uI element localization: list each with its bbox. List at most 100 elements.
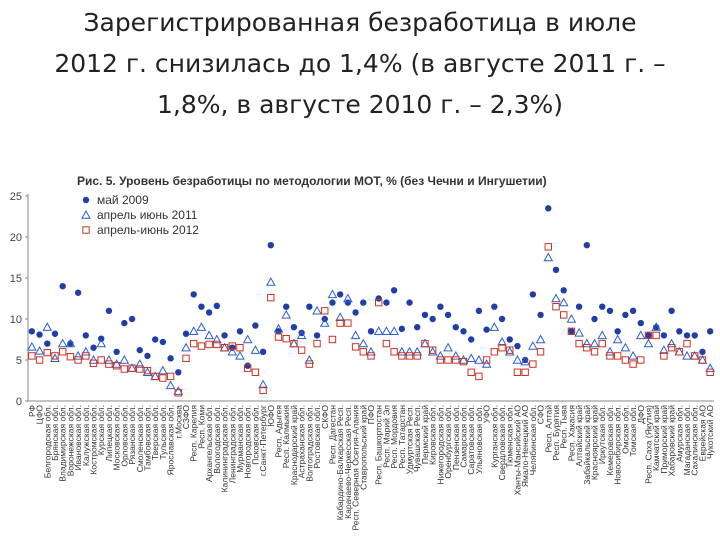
data-point <box>429 315 436 323</box>
data-point <box>545 205 552 212</box>
data-point <box>390 287 398 294</box>
x-tick-label: Владимирская обл. <box>58 405 68 482</box>
data-point <box>543 252 554 262</box>
data-point <box>335 312 346 322</box>
data-point <box>350 330 361 340</box>
data-point <box>204 330 214 340</box>
x-tick-label: Кировская обл. <box>428 405 438 465</box>
x-tick-label: Орловская обл. <box>119 405 129 467</box>
data-point <box>105 307 113 314</box>
data-point <box>466 353 477 363</box>
data-point <box>558 297 569 307</box>
x-tick-label: Курская обл. <box>96 405 106 455</box>
x-tick-label: Респ. Адыгея <box>274 405 284 458</box>
x-tick-label: Московская обл. <box>112 405 122 471</box>
x-tick-label: Волгоградская обл. <box>304 405 314 482</box>
x-tick-label: Брянская обл. <box>50 405 60 461</box>
series-3 <box>28 243 714 397</box>
data-point <box>28 328 36 335</box>
data-point <box>57 338 68 348</box>
x-tick-label: Красноярский край <box>590 405 600 480</box>
data-point <box>389 326 399 335</box>
data-point <box>290 324 298 331</box>
data-point <box>128 315 136 323</box>
x-tick-label: УФО <box>482 405 492 424</box>
data-point <box>275 328 282 335</box>
data-point <box>367 352 375 360</box>
x-tick-label: Респ. Дагестан <box>327 405 337 464</box>
data-point <box>174 389 183 397</box>
data-point <box>250 345 261 354</box>
data-point <box>74 289 82 296</box>
data-point <box>421 311 429 319</box>
data-point <box>58 348 67 356</box>
x-tick-label: Ярославская обл. <box>166 405 176 475</box>
data-point <box>528 341 538 350</box>
data-point <box>628 350 638 360</box>
data-point <box>521 356 529 364</box>
data-point <box>167 355 174 362</box>
data-point <box>435 350 446 360</box>
data-point <box>667 344 676 352</box>
data-point <box>427 346 438 356</box>
y-tick-label: 10 <box>10 314 22 326</box>
data-point <box>113 348 120 355</box>
data-point <box>375 295 382 302</box>
data-point <box>96 338 107 348</box>
data-point <box>144 352 151 360</box>
x-tick-label: Ивановская обл. <box>73 405 83 470</box>
series-1 <box>28 205 714 376</box>
x-tick-label: Иркутская обл. <box>597 405 607 464</box>
data-point <box>652 331 660 340</box>
data-point <box>552 303 560 311</box>
y-tick-label: 5 <box>16 355 22 367</box>
data-point <box>182 354 190 363</box>
legend-marker <box>82 196 90 204</box>
data-point <box>159 338 167 346</box>
data-point <box>705 363 715 372</box>
data-point <box>405 352 414 360</box>
data-point <box>128 364 136 372</box>
data-point <box>683 339 691 348</box>
data-point <box>243 364 252 372</box>
legend-label: апрель-июнь 2012 <box>97 223 199 237</box>
x-tick-label: Костромская обл. <box>89 405 99 475</box>
data-point <box>82 332 90 339</box>
data-point <box>121 319 128 327</box>
data-point <box>666 338 677 348</box>
legend-marker <box>82 226 90 234</box>
data-point <box>166 372 175 381</box>
data-point <box>190 291 197 298</box>
data-point <box>660 332 668 339</box>
data-point <box>273 323 284 333</box>
x-tick-label: Саратовская обл. <box>466 405 476 475</box>
x-tick-label: Псковская обл. <box>250 405 260 465</box>
data-point <box>313 339 321 348</box>
x-tick-label: Пензенская обл. <box>451 405 461 470</box>
data-point <box>159 374 167 382</box>
data-point <box>251 368 260 377</box>
data-point <box>66 353 75 361</box>
x-tick-label: ПФО <box>366 405 376 425</box>
x-tick-label: Калужская обл. <box>81 405 91 466</box>
data-point <box>483 326 490 333</box>
x-tick-label: Чувашская Респ. <box>412 405 422 472</box>
x-tick-label: РФ <box>27 405 37 417</box>
data-point <box>567 327 576 336</box>
legend-label: апрель июнь 2011 <box>97 208 198 222</box>
data-point <box>211 334 222 344</box>
data-point <box>597 330 608 340</box>
data-point <box>188 326 199 335</box>
data-point <box>598 339 606 348</box>
x-tick-label: Ленинградская обл. <box>227 405 237 483</box>
data-point <box>568 328 575 335</box>
data-point <box>644 331 653 340</box>
data-point <box>536 348 545 356</box>
data-point <box>373 326 384 335</box>
data-point <box>352 309 359 316</box>
data-point <box>50 353 60 363</box>
data-point <box>497 336 507 346</box>
data-point <box>73 350 83 360</box>
data-point <box>42 322 53 331</box>
data-point <box>506 346 514 354</box>
